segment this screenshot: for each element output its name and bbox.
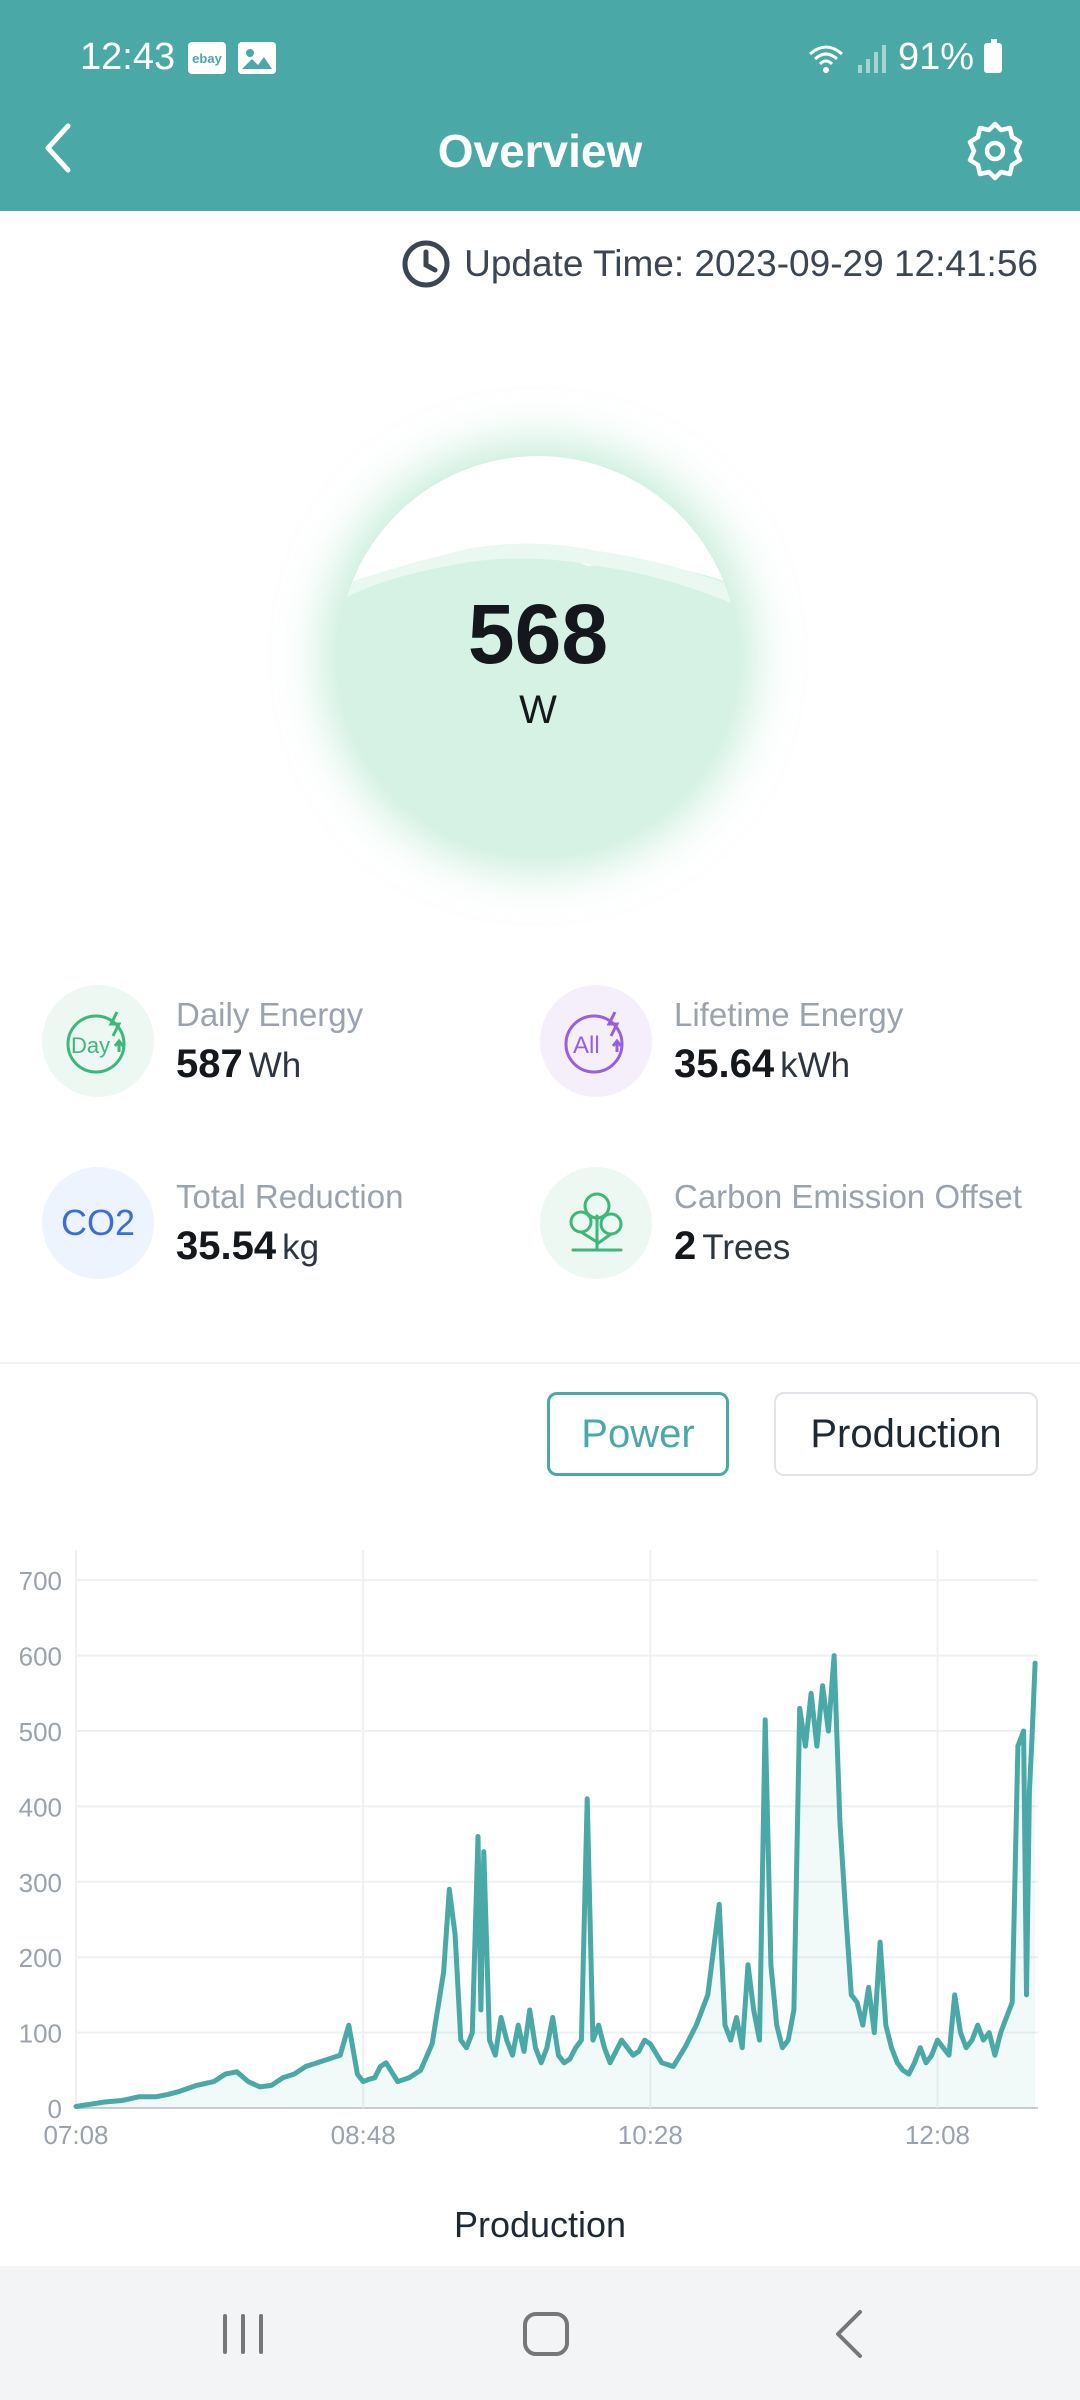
co2-icon: CO2 (42, 1167, 154, 1279)
stat-label: Total Reduction (176, 1177, 404, 1215)
svg-text:All: All (573, 1032, 600, 1059)
y-tick-label: 700 (19, 1566, 62, 1596)
stat-unit: Wh (248, 1045, 302, 1085)
stat-label: Daily Energy (176, 995, 364, 1033)
stat-value: 2 (674, 1223, 697, 1268)
co2-label: CO2 (60, 1202, 136, 1243)
battery-percent: 91% (897, 36, 974, 78)
stat-unit: Trees (702, 1227, 791, 1267)
stat-lifetime-energy: All Lifetime Energy 35.64 kWh (540, 985, 903, 1097)
current-power-value: 568 (467, 587, 609, 681)
power-tab-button[interactable]: Power (547, 1392, 729, 1476)
stat-value: 35.64 (674, 1041, 775, 1086)
x-tick-label: 07:08 (43, 2120, 108, 2150)
y-tick-label: 600 (19, 1642, 62, 1672)
page-title: Overview (437, 125, 643, 177)
stat-carbon-offset: Carbon Emission Offset 2 Trees (540, 1167, 1022, 1279)
home-icon[interactable] (511, 2304, 581, 2364)
back-icon[interactable] (814, 2304, 884, 2364)
clock-icon (402, 240, 450, 288)
stat-daily-energy: Day Daily Energy 587 Wh (42, 985, 363, 1097)
tree-icon (540, 1167, 652, 1279)
chart-footer-label: Production (453, 2204, 627, 2245)
status-bar: 12:43 ebay 91% (0, 0, 1080, 118)
stat-value: 35.54 (176, 1223, 277, 1268)
stat-total-reduction: CO2 Total Reduction 35.54 kg (42, 1167, 403, 1279)
wave-shape (338, 456, 738, 606)
y-tick-label: 300 (19, 1868, 62, 1898)
chevron-left-icon[interactable] (38, 118, 78, 178)
x-tick-label: 10:28 (618, 2120, 683, 2150)
update-time-text: Update Time: 2023-09-29 12:41:56 (464, 243, 1038, 284)
status-time: 12:43 (80, 36, 176, 78)
stat-unit: kWh (780, 1045, 851, 1085)
section-divider (0, 1362, 1080, 1364)
stat-unit: kg (282, 1227, 320, 1267)
wifi-icon (808, 45, 843, 73)
x-tick-label: 12:08 (905, 2120, 970, 2150)
x-tick-label: 08:48 (331, 2120, 396, 2150)
y-tick-label: 100 (19, 2019, 62, 2049)
update-time: Update Time: 2023-09-29 12:41:56 (400, 238, 1038, 290)
current-power-unit: W (519, 688, 557, 732)
y-tick-label: 200 (19, 1943, 62, 1973)
y-tick-label: 400 (19, 1792, 62, 1822)
photo-icon (238, 42, 276, 74)
y-tick-label: 500 (19, 1717, 62, 1747)
all-icon: All (540, 985, 652, 1097)
app-header: 12:43 ebay 91% (0, 0, 1080, 211)
series-line (73, 1653, 1038, 2109)
day-icon: Day (42, 985, 154, 1097)
power-chart: 0 100 200 300 400 500 600 700 07:08 08:48 10:28 12:… (19, 1550, 1038, 2150)
system-nav-bar (0, 2266, 1080, 2400)
production-tab-button[interactable]: Production (774, 1392, 1038, 1476)
gear-icon[interactable] (964, 120, 1026, 182)
recent-apps-icon[interactable] (208, 2304, 278, 2364)
current-power-gauge: 568 W (338, 456, 738, 856)
stat-label: Carbon Emission Offset (674, 1177, 1022, 1215)
signal-icon (857, 44, 886, 73)
y-tick-label: 0 (48, 2094, 62, 2124)
ebay-icon: ebay (188, 42, 226, 74)
battery-icon (984, 38, 1002, 73)
stat-value: 587 (176, 1041, 243, 1086)
stat-label: Lifetime Energy (674, 995, 904, 1033)
svg-text:Day: Day (71, 1033, 110, 1058)
